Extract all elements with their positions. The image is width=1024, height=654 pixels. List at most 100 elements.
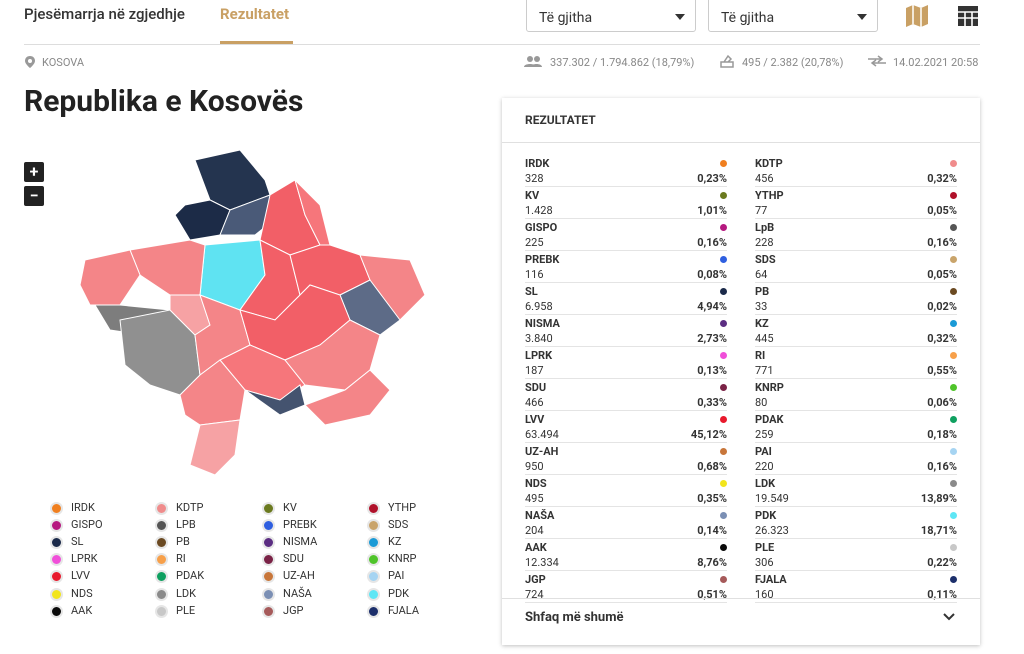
party-percent: 8,76%	[697, 556, 727, 569]
panel-divider	[502, 598, 980, 599]
legend-dot	[155, 587, 168, 601]
legend-label: KZ	[388, 535, 402, 549]
legend-dot	[262, 553, 275, 567]
party-percent: 13,89%	[920, 492, 957, 505]
party-percent: 0,16%	[927, 236, 957, 249]
zoom-in[interactable]: +	[24, 162, 44, 182]
party-percent: 0,06%	[927, 396, 957, 409]
legend-label: AAK	[71, 603, 93, 617]
party-votes: 1.428	[525, 204, 553, 217]
party-percent: 0,02%	[927, 300, 957, 313]
legend-label: LVV	[71, 569, 90, 583]
legend-label: LPRK	[71, 552, 98, 566]
party-votes: 12.334	[525, 556, 559, 569]
panel-heading: REZULTATET	[525, 113, 596, 127]
party-votes: 306	[755, 556, 774, 569]
party-votes: 724	[525, 588, 544, 601]
row-line	[525, 506, 727, 507]
party-color	[720, 544, 727, 551]
row-line	[525, 186, 727, 187]
legend-dot	[50, 570, 63, 584]
party-name: NAŠA	[525, 509, 555, 522]
party-percent: 0,32%	[927, 172, 957, 185]
party-name: PB	[755, 285, 770, 298]
party-percent: 0,05%	[927, 204, 957, 217]
party-name: JGP	[525, 573, 546, 586]
party-percent: 0,08%	[697, 268, 727, 281]
tab-results[interactable]: Rezultatet	[220, 5, 290, 23]
party-name: PREBK	[525, 253, 560, 266]
party-color	[720, 480, 727, 487]
party-votes: 64	[755, 268, 768, 281]
legend-label: PAI	[388, 569, 405, 583]
legend-dot	[50, 604, 63, 618]
party-name: NDS	[525, 477, 547, 490]
party-color	[720, 192, 727, 199]
legend-dot	[155, 519, 168, 533]
legend-label: SL	[71, 535, 84, 549]
row-line	[755, 506, 957, 507]
legend-label: NAŠA	[283, 586, 312, 600]
dropdown[interactable]: Të gjitha	[708, 0, 878, 32]
legend-label: UZ-AH	[283, 569, 315, 583]
party-percent: 0,23%	[697, 172, 727, 185]
party-color	[950, 320, 957, 327]
party-name: LpB	[755, 221, 775, 234]
party-votes: 26.323	[755, 524, 789, 537]
map-icon[interactable]	[904, 4, 930, 28]
party-name: NISMA	[525, 317, 560, 330]
table-icon[interactable]	[957, 5, 979, 27]
row-line	[755, 474, 957, 475]
row-line	[755, 250, 957, 251]
party-votes: 19.549	[755, 492, 789, 505]
party-color	[950, 448, 957, 455]
party-color	[950, 544, 957, 551]
legend-label: NISMA	[283, 535, 318, 549]
row-line	[525, 378, 727, 379]
tab-turnout[interactable]: Pjesëmarrja në zgjedhje	[24, 5, 185, 23]
party-percent: 0,68%	[697, 460, 727, 473]
turnout-stat: 337.302 / 1.794.862 (18,79%)	[550, 56, 695, 69]
legend-label: KNRP	[388, 552, 417, 566]
legend-label: GISPO	[71, 518, 103, 532]
legend-dot	[155, 553, 168, 567]
party-name: IRDK	[525, 157, 550, 170]
legend-dot	[367, 604, 380, 618]
party-color	[950, 352, 957, 359]
party-votes: 466	[525, 396, 544, 409]
legend-dot	[367, 553, 380, 567]
legend-dot	[155, 502, 168, 515]
legend-label: IRDK	[71, 501, 95, 514]
party-name: RI	[755, 349, 766, 362]
party-color	[950, 288, 957, 295]
legend-label: JGP	[283, 603, 304, 617]
row-line	[525, 346, 727, 347]
legend-label: SDU	[283, 552, 304, 566]
row-line	[525, 442, 727, 443]
dropdown[interactable]: Të gjitha	[526, 0, 696, 32]
party-votes: 259	[755, 428, 774, 441]
party-votes: 328	[525, 172, 544, 185]
legend-dot	[155, 536, 168, 550]
party-color	[720, 576, 727, 583]
row-line	[525, 538, 727, 539]
pin-icon	[25, 56, 35, 68]
party-votes: 187	[525, 364, 544, 377]
party-color	[720, 160, 727, 167]
updated-stat: 14.02.2021 20:58	[893, 56, 979, 69]
chevron[interactable]	[942, 612, 956, 622]
party-percent: 45,12%	[690, 428, 727, 441]
party-color	[720, 448, 727, 455]
row-line	[525, 602, 727, 603]
party-votes: 63.494	[525, 428, 559, 441]
party-name: PAI	[755, 445, 772, 458]
party-percent: 0,33%	[697, 396, 727, 409]
party-name: SDU	[525, 381, 547, 394]
show-more[interactable]: Shfaq më shumë	[525, 610, 624, 625]
party-votes: 77	[755, 204, 768, 217]
zoom-out[interactable]: −	[24, 186, 44, 206]
party-color	[720, 512, 727, 519]
party-name: KV	[525, 189, 540, 202]
legend-label: KV	[283, 501, 297, 514]
legend-label: YTHP	[388, 501, 417, 514]
